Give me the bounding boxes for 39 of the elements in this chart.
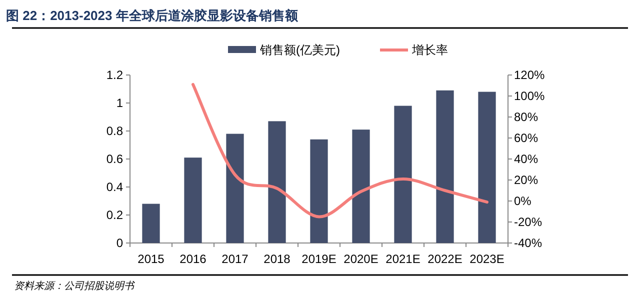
x-tick-label: 2018: [264, 252, 291, 266]
y-tick-label: 0: [116, 236, 124, 250]
y2-tick-label: 40%: [514, 152, 538, 166]
legend-label: 销售额(亿美元): [259, 43, 340, 57]
y2-tick-label: -20%: [514, 215, 542, 229]
y2-tick-label: 20%: [514, 173, 538, 187]
bar: [478, 92, 496, 243]
y-tick-label: 0.4: [106, 180, 124, 194]
x-tick-label: 2020E: [344, 252, 378, 266]
y-tick-label: 0.6: [106, 152, 124, 166]
bar: [310, 139, 328, 243]
line-series: [192, 82, 488, 218]
x-tick-label: 2019E: [302, 252, 336, 266]
legend-label: 增长率: [411, 43, 448, 57]
chart-title: 图 22：2013-2023 年全球后道涂胶显影设备销售额: [6, 8, 299, 23]
bar: [352, 130, 370, 243]
y2-tick-label: 120%: [514, 68, 546, 82]
x-tick-label: 2016: [180, 252, 207, 266]
bar: [184, 158, 202, 243]
y2-tick-label: 100%: [514, 89, 546, 103]
y2-tick-label: 80%: [514, 110, 538, 124]
bar: [436, 90, 454, 243]
bar: [142, 204, 160, 243]
y-tick-label: 0.2: [106, 208, 124, 222]
bar: [394, 106, 412, 243]
y2-tick-label: 60%: [514, 131, 538, 145]
x-tick-label: 2021E: [386, 252, 420, 266]
text: 资料来源：公司招股说明书: [14, 280, 135, 292]
x-tick-label: 2015: [138, 252, 165, 266]
x-tick-label: 2023E: [470, 252, 504, 266]
x-tick-label: 2022E: [428, 252, 462, 266]
bar: [226, 134, 244, 243]
x-tick-label: 2017: [222, 252, 249, 266]
bar: [268, 121, 286, 243]
y2-tick-label: 0%: [514, 194, 532, 208]
y-tick-label: 0.8: [106, 124, 124, 138]
y2-tick-label: -40%: [514, 236, 542, 250]
y-tick-label: 1.2: [106, 68, 124, 82]
y-tick-label: 1: [116, 96, 124, 110]
